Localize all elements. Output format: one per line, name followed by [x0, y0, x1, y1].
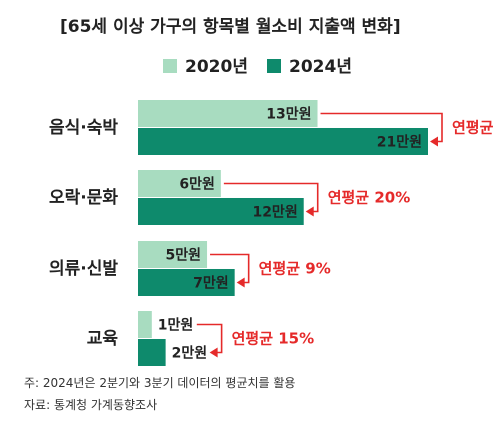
bar [138, 269, 235, 296]
growth-arrow [236, 277, 245, 288]
data-label: 1만원 [158, 318, 194, 334]
category-label: 오락·문화 [49, 188, 118, 208]
data-label: 12만원 [252, 205, 297, 221]
growth-annotation: 연평균 9% [259, 260, 331, 278]
bar [138, 100, 318, 127]
category-label: 음식·숙박 [49, 118, 118, 138]
growth-arrow [305, 206, 314, 217]
bar [138, 339, 166, 366]
legend-label-2020: 2020년 [185, 57, 248, 77]
growth-bracket [320, 112, 443, 143]
growth-annotation: 연평균 20% [328, 189, 411, 207]
data-label: 13만원 [266, 107, 311, 123]
bar [138, 170, 221, 197]
bar [138, 311, 152, 338]
data-label: 7만원 [193, 276, 229, 292]
data-label: 5만원 [166, 248, 202, 264]
legend-swatch-2020 [163, 59, 177, 73]
bar [138, 241, 208, 268]
source-note: 자료: 통계청 가계동향조사 [24, 398, 157, 412]
category-label: 의류·신발 [49, 259, 118, 279]
legend: 2020년 2024년 [163, 57, 352, 77]
legend-swatch-2024 [267, 59, 281, 73]
growth-bracket [210, 253, 250, 284]
growth-bracket [223, 182, 319, 213]
growth-annotation: 연평균 14% [452, 119, 494, 137]
growth-arrow [209, 347, 218, 358]
data-label: 6만원 [179, 177, 215, 193]
bar [138, 198, 304, 225]
category-label: 교육 [87, 329, 119, 349]
data-label: 21만원 [377, 135, 422, 151]
growth-arrow [430, 136, 438, 147]
data-label: 2만원 [172, 346, 208, 362]
chart-title: [65세 이상 가구의 항목별 월소비 지출액 변화] [60, 16, 401, 37]
bar [138, 128, 428, 155]
growth-bracket [196, 323, 223, 354]
footnote: 주: 2024년은 2분기와 3분기 데이터의 평균치를 활용 [24, 376, 295, 390]
bar-area: 음식·숙박 13만원 21만원 연평균 14% 오락·문화 6만원 12만원 연평균 20% 의… [49, 100, 494, 366]
growth-annotation: 연평균 15% [232, 330, 315, 348]
legend-label-2024: 2024년 [289, 57, 352, 77]
